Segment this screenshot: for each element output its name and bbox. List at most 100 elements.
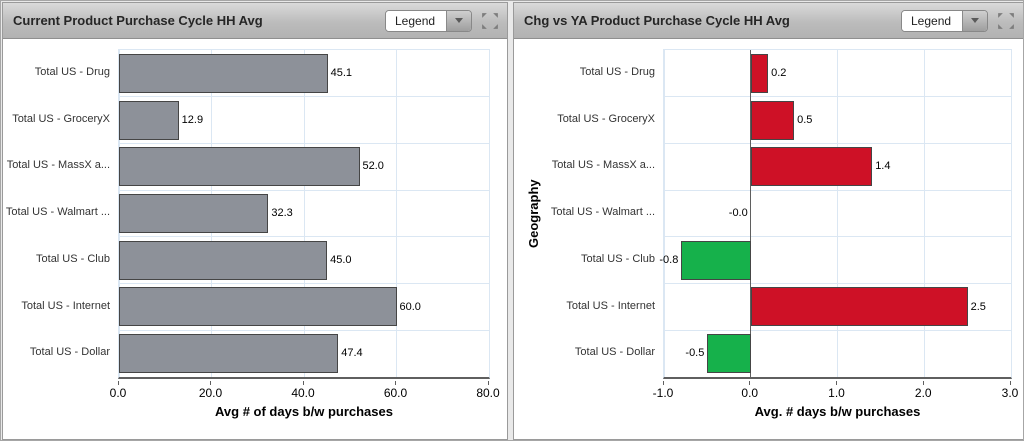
x-axis-ticks: -1.0 0.0 1.0 2.0 3.0 [653,381,1018,400]
legend-dropdown[interactable]: Legend [901,9,988,32]
expand-arrows-icon[interactable] [997,12,1015,30]
chart-area: Geography Total US - Drug Total US - Groc… [514,40,1023,439]
panel-title: Current Product Purchase Cycle HH Avg [13,13,263,28]
category-label: Total US - Dollar [29,346,110,359]
tick-mark [487,381,489,385]
bar-value-label: 45.0 [330,253,352,266]
tick-mark [749,381,751,385]
gridline-horizontal [664,283,1011,285]
bar-total-us-club[interactable] [681,241,751,280]
legend-dropdown-button[interactable] [446,10,471,31]
legend-dropdown-value: Legend [902,10,962,31]
tick-mark [836,381,837,385]
bar-value-label: 52.0 [362,160,384,173]
tick-label: 20.0 [198,386,223,400]
category-label: Total US - Dollar [574,346,655,359]
panel-header: Chg vs YA Product Purchase Cycle HH Avg … [514,3,1023,39]
bar-value-label: 2.5 [970,300,986,313]
bar-total-us-massx-a[interactable] [750,147,873,186]
bar-total-us-massx-a[interactable] [119,147,360,186]
category-label: Total US - Drug [579,66,655,78]
tick-label: 3.0 [1001,386,1019,400]
bar-total-us-club[interactable] [119,241,328,280]
gridline-vertical [488,50,490,377]
bar-value-label: 32.3 [271,207,293,220]
tick-label: 2.0 [914,386,932,400]
legend-dropdown[interactable]: Legend [385,9,472,32]
gridline-vertical [1010,50,1012,377]
tick-mark [662,381,664,385]
gridline-horizontal [119,96,489,98]
tick-label: 60.0 [383,386,408,400]
category-label: Total US - Drug [34,66,110,78]
gridline-horizontal [664,236,1011,238]
bar-value-label: 47.4 [341,347,363,360]
tick-label: 80.0 [476,386,500,400]
x-axis-title: Avg. # days b/w purchases [754,404,921,419]
bar-total-us-walmart[interactable] [119,194,269,233]
bar-total-us-groceryx[interactable] [119,101,179,140]
tick-mark [395,381,396,385]
tick-mark [210,381,211,385]
category-label: Total US - Club [581,252,655,265]
category-label: Total US - Internet [566,299,655,312]
tick-label: 0.0 [741,386,759,400]
bar-total-us-dollar[interactable] [707,334,751,373]
tick-label: -1.0 [652,386,674,400]
panel-current-purchase-cycle: Current Product Purchase Cycle HH Avg Le… [2,2,508,440]
gridline-horizontal [119,236,489,238]
panel-chg-vs-ya: Chg vs YA Product Purchase Cycle HH Avg … [513,2,1023,440]
gridline-horizontal [119,189,489,191]
gridline-vertical [663,50,665,377]
category-label: Total US - MassX a... [6,159,110,172]
category-label: Total US - GroceryX [12,112,110,125]
tick-label: 1.0 [828,386,845,400]
chevron-down-icon [971,18,979,23]
panel-title: Chg vs YA Product Purchase Cycle HH Avg [524,13,790,28]
expand-arrows-icon[interactable] [481,12,499,30]
category-label: Total US - Club [36,252,110,265]
bar-value-label: -0.8 [659,253,679,266]
bar-value-label: 0.2 [771,67,787,79]
zero-axis-line [750,50,752,377]
bar-value-label: 0.5 [797,113,813,126]
bar-total-us-drug[interactable] [119,54,328,93]
gridline-vertical [923,50,925,377]
tick-mark [302,381,304,385]
bar-value-label: -0.0 [728,207,748,220]
gridline-horizontal [664,142,1011,144]
bar-value-label: 45.1 [330,67,352,79]
bar-value-label: 12.9 [181,113,204,126]
bar-total-us-groceryx[interactable] [750,101,795,140]
gridline-horizontal [119,329,489,331]
gridline-vertical [396,50,397,377]
gridline-horizontal [119,283,489,285]
tick-mark [117,381,119,385]
bar-total-us-drug[interactable] [750,54,769,93]
y-axis-title: Geography [526,179,541,249]
legend-dropdown-button[interactable] [962,10,987,31]
x-axis-ticks: 0.0 20.0 40.0 60.0 80.0 [110,381,500,400]
category-axis: Total US - Drug Total US - GroceryX Total … [5,49,110,379]
tick-label: 0.0 [109,386,127,400]
chevron-down-icon [455,18,463,23]
category-label: Total US - MassX a... [551,159,655,172]
category-label: Total US - Walmart ... [5,206,110,219]
chart-area: Total US - Drug Total US - GroceryX Total … [3,40,507,439]
header-controls: Legend [901,9,1015,32]
bar-total-us-internet[interactable] [750,287,968,326]
bar-value-label: 60.0 [399,300,421,313]
bar-value-label: 1.4 [875,160,891,173]
category-label: Total US - Internet [21,299,110,312]
header-controls: Legend [385,9,499,32]
bar-total-us-dollar[interactable] [119,334,339,373]
x-axis-title: Avg # of days b/w purchases [215,404,393,419]
legend-dropdown-value: Legend [386,10,446,31]
category-label: Total US - Walmart ... [550,206,655,219]
bar-total-us-internet[interactable] [119,287,397,326]
gridline-horizontal [664,329,1011,331]
category-label: Total US - GroceryX [557,112,655,125]
gridline-horizontal [119,142,489,144]
tick-mark [922,381,924,385]
